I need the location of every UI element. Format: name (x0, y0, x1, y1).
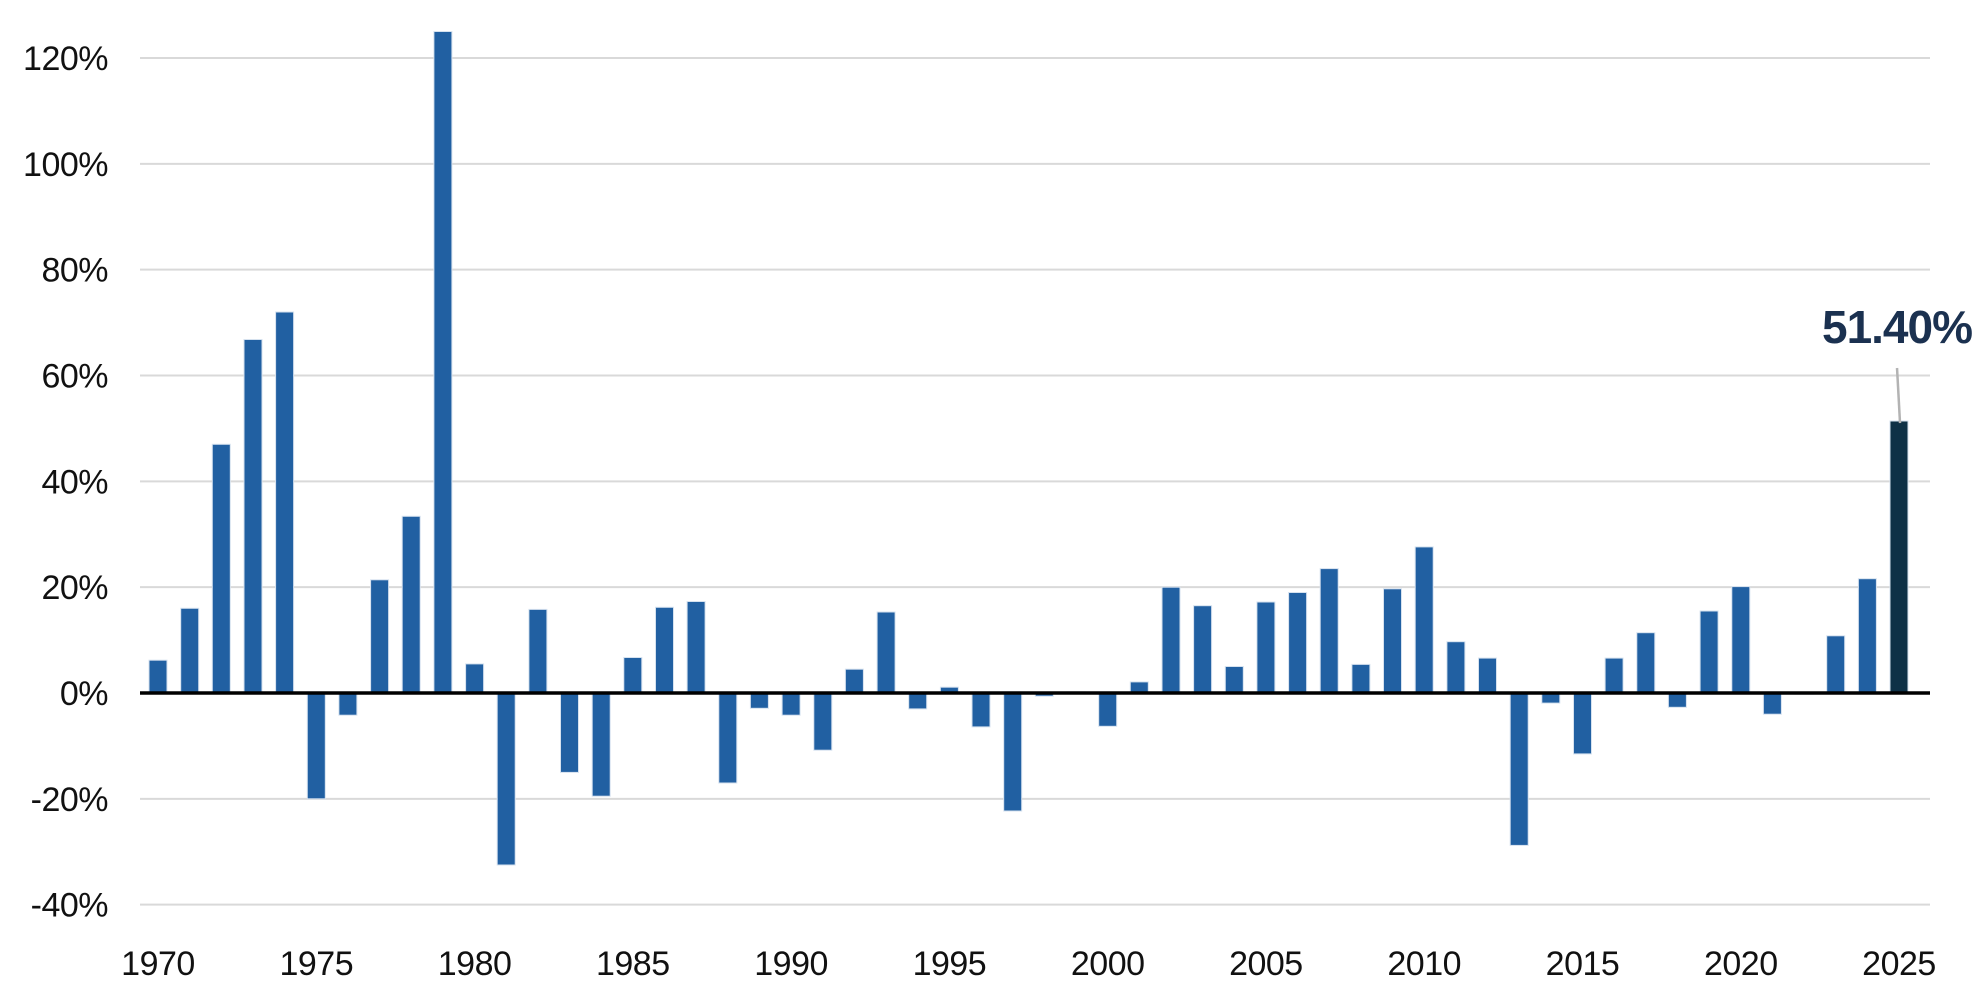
y-tick-label-100: 100% (23, 146, 108, 184)
bar-2010 (1414, 546, 1434, 694)
bar-1976 (338, 692, 358, 716)
x-tick-label-1980: 1980 (438, 945, 512, 983)
bar-1978 (401, 515, 421, 694)
bar-2019 (1699, 610, 1719, 694)
x-tick-label-2025: 2025 (1862, 945, 1936, 983)
bar-1993 (876, 611, 896, 694)
bar-2025 (1889, 420, 1909, 694)
bar-2004 (1224, 666, 1244, 694)
x-tick-label-1990: 1990 (754, 945, 828, 983)
bar-2003 (1193, 605, 1213, 694)
y-tick-label-80: 80% (41, 252, 108, 290)
bar-2018 (1667, 692, 1687, 708)
bar-1997 (1003, 692, 1023, 812)
bar-1974 (275, 311, 295, 694)
bar-2024 (1857, 578, 1877, 694)
bar-1971 (180, 607, 200, 694)
bar-1979 (433, 31, 453, 694)
bar-2015 (1573, 692, 1592, 755)
bar-1986 (655, 606, 674, 694)
bar-1975 (306, 692, 326, 800)
bar-1982 (528, 608, 548, 694)
x-tick-label-2000: 2000 (1071, 945, 1145, 983)
bar-1977 (370, 579, 390, 694)
bar-2007 (1319, 568, 1339, 694)
bar-2006 (1288, 592, 1308, 694)
bar-1984 (591, 692, 611, 797)
x-tick-label-1970: 1970 (121, 945, 195, 983)
highlight-value-label: 51.40% (1821, 301, 1973, 353)
bar-1972 (211, 443, 231, 694)
annotation-leader-line (1895, 367, 1902, 424)
x-tick-label-2005: 2005 (1229, 945, 1303, 983)
bar-2008 (1351, 663, 1371, 694)
bar-1981 (496, 692, 516, 866)
bar-1987 (686, 601, 706, 694)
bar-1988 (718, 692, 738, 784)
bar-1983 (560, 692, 579, 773)
x-tick-label-1995: 1995 (913, 945, 987, 983)
y-tick-label-20: 20% (41, 569, 108, 607)
y-tick-label--40: -40% (31, 887, 109, 925)
y-tick-label-60: 60% (41, 357, 108, 395)
bar-2017 (1636, 632, 1656, 694)
bar-1996 (971, 692, 991, 728)
y-tick-label-40: 40% (41, 463, 108, 501)
bar-2011 (1446, 641, 1466, 694)
bar-1980 (465, 663, 485, 694)
bar-2013 (1509, 692, 1529, 846)
x-tick-label-2010: 2010 (1387, 945, 1461, 983)
bar-1992 (844, 668, 864, 694)
bar-2021 (1762, 692, 1782, 715)
bar-2000 (1098, 692, 1118, 727)
bar-2016 (1604, 657, 1624, 694)
bar-1989 (749, 692, 769, 709)
bar-2023 (1826, 635, 1846, 694)
y-tick-label--20: -20% (31, 781, 109, 819)
bar-1994 (908, 692, 928, 710)
bar-1985 (623, 657, 643, 694)
bar-1973 (243, 339, 263, 694)
x-tick-label-1975: 1975 (279, 945, 353, 983)
bar-2005 (1256, 601, 1276, 694)
y-tick-label-0: 0% (60, 675, 108, 713)
x-tick-label-2020: 2020 (1704, 945, 1778, 983)
bar-2020 (1731, 586, 1751, 694)
bar-2009 (1383, 588, 1402, 694)
bar-1970 (148, 659, 168, 694)
y-tick-label-120: 120% (23, 40, 108, 78)
bar-1991 (813, 692, 833, 751)
x-tick-label-2015: 2015 (1546, 945, 1620, 983)
bar-1990 (781, 692, 801, 716)
bar-2012 (1478, 657, 1497, 694)
x-tick-label-1985: 1985 (596, 945, 670, 983)
bar-2002 (1161, 586, 1181, 694)
